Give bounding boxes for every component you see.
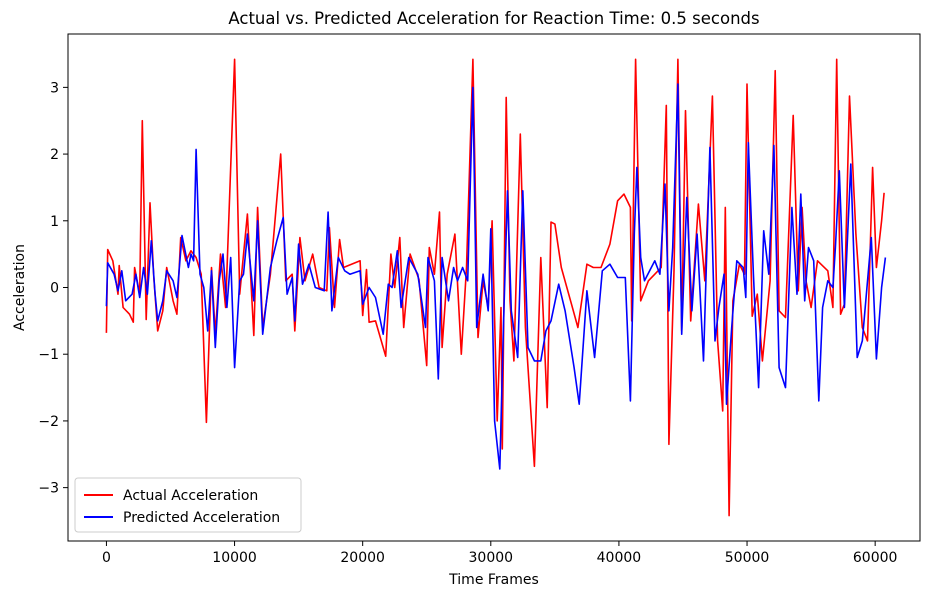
legend-box [74, 477, 302, 533]
x-axis-ticks: 0 10000 20000 30000 40000 50000 60000 [102, 541, 897, 566]
y-tick-label: 3 [50, 80, 59, 96]
y-axis-ticks: −3 −2 −1 0 1 2 3 [38, 80, 68, 497]
y-axis-label: Acceleration [12, 244, 28, 331]
x-tick-label: 10000 [212, 550, 257, 566]
x-tick-label: 50000 [725, 550, 770, 566]
x-tick-label: 40000 [597, 550, 642, 566]
x-axis-label: Time Frames [448, 572, 539, 588]
legend-entry-label: Actual Acceleration [123, 488, 258, 504]
y-tick-label: −2 [38, 414, 59, 430]
chart-title: Actual vs. Predicted Acceleration for Re… [228, 9, 759, 28]
x-tick-label: 20000 [340, 550, 385, 566]
y-tick-label: 0 [50, 281, 59, 297]
legend-entry-label: Predicted Acceleration [123, 510, 280, 526]
y-tick-label: −3 [38, 481, 59, 497]
x-tick-label: 0 [102, 550, 111, 566]
y-tick-label: −1 [38, 347, 59, 363]
y-tick-label: 2 [50, 147, 59, 163]
x-tick-label: 60000 [853, 550, 898, 566]
series-layer [105, 58, 887, 517]
x-tick-label: 30000 [469, 550, 514, 566]
legend: Actual Acceleration Predicted Acceleratio… [74, 477, 302, 533]
y-tick-label: 1 [50, 214, 59, 230]
series-line-predicted [105, 83, 887, 470]
